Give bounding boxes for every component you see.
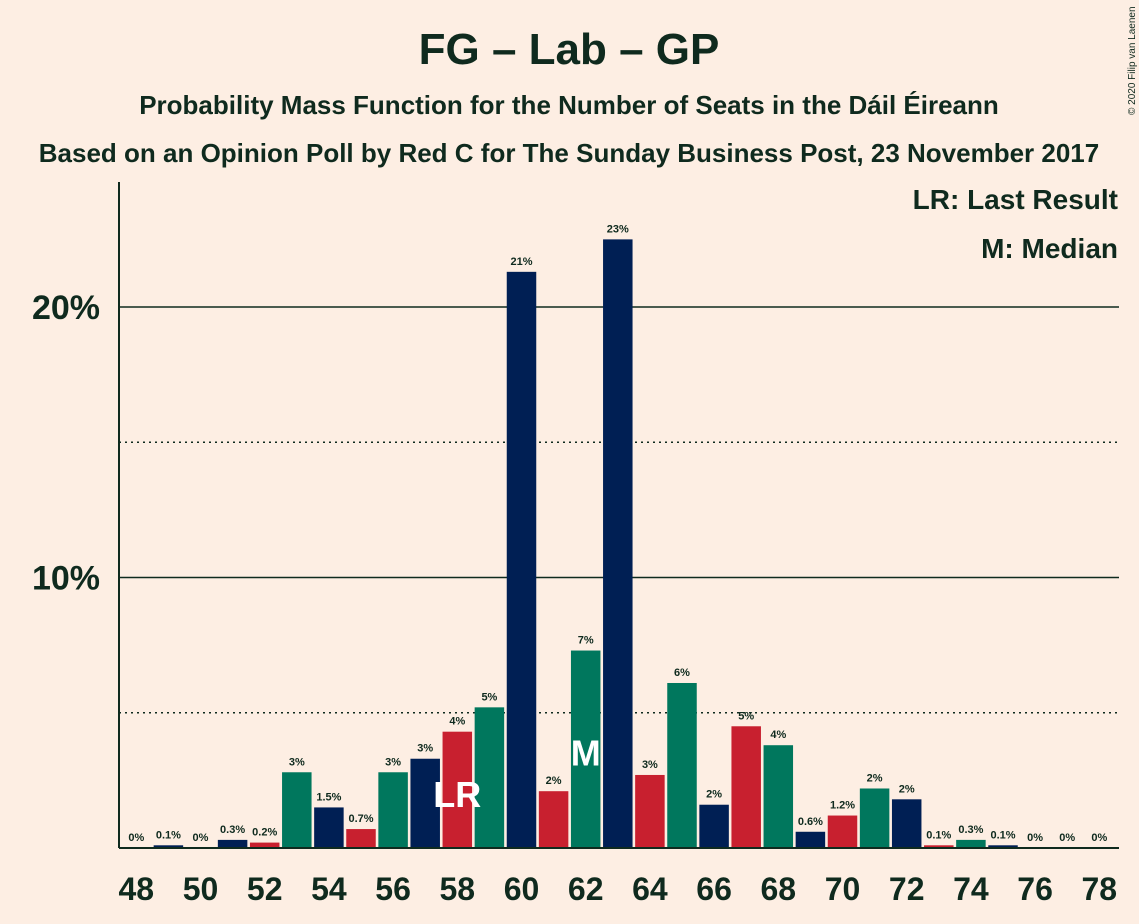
copyright-notice: © 2020 Filip van Laenen — [1127, 6, 1138, 115]
data-label-63: 23% — [607, 223, 629, 235]
x-tick-54: 54 — [311, 871, 347, 907]
data-label-59: 5% — [481, 691, 497, 703]
x-tick-60: 60 — [504, 871, 540, 907]
chart-subtitle-source: Based on an Opinion Poll by Red C for Th… — [39, 138, 1099, 168]
data-label-61: 2% — [546, 775, 562, 787]
data-label-50: 0% — [193, 832, 209, 844]
data-label-53: 3% — [289, 756, 305, 768]
data-label-58: 4% — [449, 716, 465, 728]
bar-56 — [378, 772, 408, 848]
x-tick-74: 74 — [953, 871, 989, 907]
bar-69 — [795, 831, 826, 848]
bar-70 — [827, 815, 858, 848]
y-tick-20: 20% — [32, 289, 100, 327]
x-tick-68: 68 — [761, 871, 797, 907]
data-label-62: 7% — [578, 635, 594, 647]
data-label-49: 0.1% — [156, 829, 181, 841]
x-tick-70: 70 — [825, 871, 861, 907]
bar-66 — [699, 804, 729, 848]
x-tick-56: 56 — [375, 871, 411, 907]
data-label-60: 21% — [510, 256, 532, 268]
x-tick-78: 78 — [1082, 871, 1118, 907]
y-axis-ticks: 10% 20% — [32, 289, 100, 598]
data-label-65: 6% — [674, 667, 690, 679]
data-label-66: 2% — [706, 789, 722, 801]
bar-67 — [731, 726, 761, 848]
bar-61 — [538, 791, 569, 848]
bar-62 — [570, 650, 601, 848]
data-labels: 0% 0.1% 0% 0.3% 0.2% 3% 1.5% 0.7% 3% 3% 4% 5% 21% 2% 7… — [128, 223, 1107, 844]
bar-60 — [506, 271, 537, 849]
bar-49 — [153, 845, 184, 848]
data-label-56: 3% — [385, 756, 401, 768]
x-tick-58: 58 — [440, 871, 476, 907]
bar-72 — [891, 799, 922, 848]
bar-65 — [667, 682, 697, 848]
data-label-54: 1.5% — [316, 791, 341, 803]
bar-73 — [924, 845, 954, 848]
data-label-72: 2% — [899, 783, 915, 795]
x-tick-76: 76 — [1017, 871, 1053, 907]
x-tick-72: 72 — [889, 871, 925, 907]
data-label-77: 0% — [1059, 832, 1075, 844]
bar-71 — [859, 788, 890, 848]
data-label-64: 3% — [642, 759, 658, 771]
data-label-69: 0.6% — [798, 816, 823, 828]
bar-64 — [635, 774, 665, 848]
data-label-75: 0.1% — [990, 829, 1015, 841]
bars — [153, 239, 1018, 849]
bar-52 — [249, 842, 280, 848]
data-label-71: 2% — [867, 772, 883, 784]
mark-m: M — [571, 733, 601, 774]
data-label-74: 0.3% — [958, 824, 983, 836]
chart-subtitle: Probability Mass Function for the Number… — [139, 90, 999, 120]
bar-marks: LR M — [433, 733, 600, 815]
x-axis-ticks: 48 50 52 54 56 58 60 62 64 66 68 70 72 74 76 78 — [119, 871, 1118, 907]
data-label-73: 0.1% — [926, 829, 951, 841]
data-label-48: 0% — [128, 832, 144, 844]
data-label-78: 0% — [1091, 832, 1107, 844]
bar-54 — [314, 807, 344, 848]
data-label-52: 0.2% — [252, 827, 277, 839]
x-tick-48: 48 — [119, 871, 155, 907]
legend-median: M: Median — [981, 233, 1118, 264]
x-tick-50: 50 — [183, 871, 219, 907]
bar-58 — [442, 731, 473, 848]
data-label-55: 0.7% — [348, 813, 373, 825]
x-tick-62: 62 — [568, 871, 604, 907]
y-tick-10: 10% — [32, 560, 100, 598]
bar-68 — [763, 745, 794, 848]
bar-51 — [217, 839, 248, 848]
chart-title: FG – Lab – GP — [419, 25, 720, 74]
bar-59 — [474, 707, 505, 848]
data-label-76: 0% — [1027, 832, 1043, 844]
bar-55 — [346, 829, 376, 848]
data-label-68: 4% — [770, 729, 786, 741]
data-label-57: 3% — [417, 743, 433, 755]
bar-63 — [603, 239, 633, 848]
bar-74 — [956, 839, 986, 848]
bar-75 — [988, 845, 1018, 848]
x-tick-52: 52 — [247, 871, 283, 907]
legend-last-result: LR: Last Result — [913, 184, 1118, 215]
data-label-51: 0.3% — [220, 824, 245, 836]
data-label-67: 5% — [738, 710, 754, 722]
bar-53 — [282, 772, 312, 848]
mark-lr: LR — [433, 774, 481, 815]
bar-57 — [410, 758, 440, 848]
data-label-70: 1.2% — [830, 800, 855, 812]
x-tick-66: 66 — [696, 871, 732, 907]
x-tick-64: 64 — [632, 871, 668, 907]
